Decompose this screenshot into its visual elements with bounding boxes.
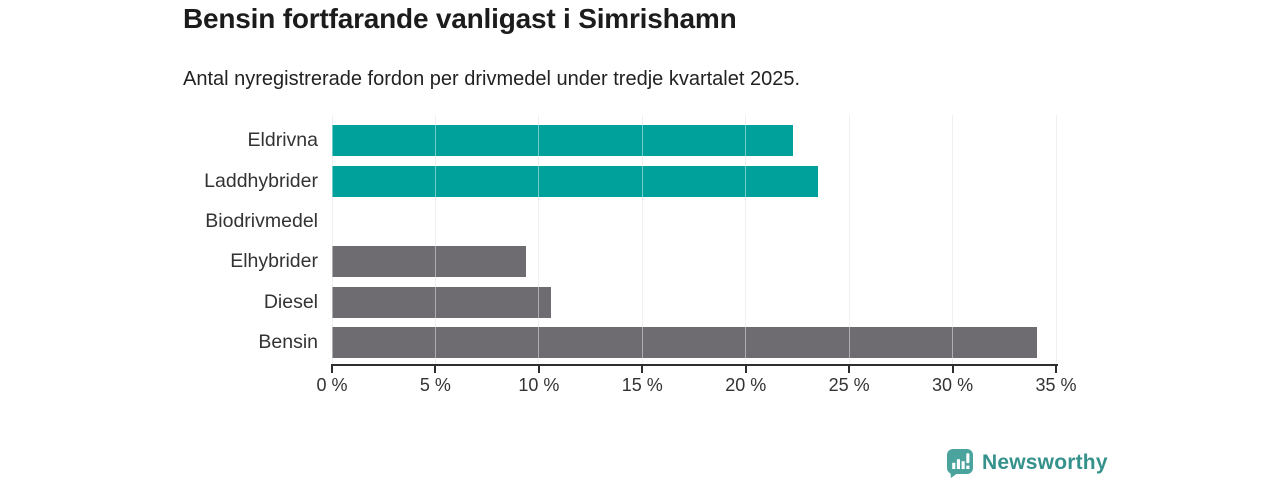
- bar-elhybrider: [332, 246, 527, 278]
- gridline: [745, 115, 747, 364]
- x-tick-label: 15 %: [621, 375, 663, 395]
- category-label-bensin: Bensin: [258, 331, 318, 354]
- x-tick-label: 35 %: [1035, 375, 1077, 395]
- gridline-overlay: [434, 115, 436, 364]
- category-label-elhybrider: Elhybrider: [230, 250, 318, 273]
- category-label-biodrivmedel: Biodrivmedel: [205, 209, 318, 232]
- gridline-overlay: [745, 115, 747, 364]
- chart-title: Bensin fortfarande vanligast i Simrisham…: [183, 3, 737, 34]
- gridline-overlay: [848, 115, 850, 364]
- x-tick-label: 30 %: [932, 375, 974, 395]
- newsworthy-logo[interactable]: Newsworthy: [946, 448, 1108, 478]
- x-axis-tick: [537, 364, 540, 373]
- x-axis-tick: [744, 364, 747, 373]
- category-label-diesel: Diesel: [263, 290, 318, 313]
- x-axis-tick: [951, 364, 954, 373]
- gridline-overlay: [1055, 115, 1057, 364]
- newsworthy-logo-text: Newsworthy: [982, 451, 1108, 474]
- bar-diesel: [332, 286, 552, 318]
- gridline-overlay: [331, 115, 333, 364]
- category-label-eldrivna: Eldrivna: [247, 129, 318, 152]
- gridline-overlay: [641, 115, 643, 364]
- gridline-overlay: [538, 115, 540, 364]
- category-label-laddhybrider: Laddhybrider: [204, 169, 318, 192]
- gridline: [952, 115, 954, 364]
- x-tick-label: 5 %: [419, 375, 451, 395]
- chart-subtitle: Antal nyregistrerade fordon per drivmede…: [183, 68, 801, 90]
- gridline: [848, 115, 850, 364]
- x-tick-label: 25 %: [828, 375, 870, 395]
- bar-laddhybrider: [332, 165, 819, 197]
- x-axis-tick: [331, 364, 333, 373]
- x-axis-tick: [848, 364, 851, 373]
- gridline: [1055, 115, 1057, 364]
- x-tick-label: 20 %: [725, 375, 767, 395]
- bar-eldrivna: [332, 125, 794, 157]
- gridline: [331, 115, 333, 364]
- gridline: [538, 115, 540, 364]
- x-axis-line: [331, 364, 1058, 366]
- bar-bensin: [332, 327, 1038, 359]
- x-axis-tick: [1055, 364, 1057, 373]
- gridline-overlay: [952, 115, 954, 364]
- gridline: [641, 115, 643, 364]
- x-tick-label: 10 %: [518, 375, 560, 395]
- newsworthy-icon: [946, 448, 974, 478]
- x-tick-label: 0 %: [316, 375, 348, 395]
- gridline: [434, 115, 436, 364]
- x-axis-tick: [641, 364, 644, 373]
- x-axis-tick: [434, 364, 437, 373]
